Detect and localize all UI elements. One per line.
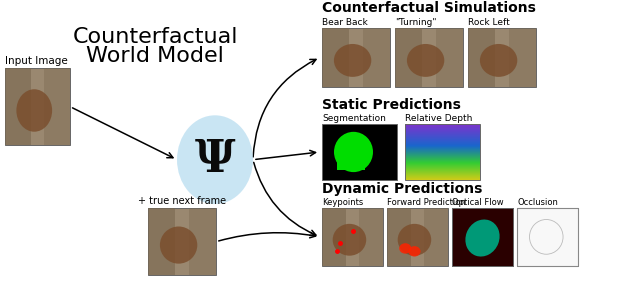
- Bar: [395, 28, 463, 87]
- Text: "Turning": "Turning": [395, 18, 436, 26]
- Bar: [436, 28, 463, 87]
- Text: + true next frame: + true next frame: [138, 196, 226, 206]
- Bar: [452, 208, 513, 266]
- Bar: [189, 208, 216, 275]
- Text: Dynamic Predictions: Dynamic Predictions: [322, 182, 483, 196]
- Bar: [322, 208, 346, 266]
- Text: Segmentation: Segmentation: [322, 114, 386, 123]
- Ellipse shape: [334, 44, 371, 77]
- Bar: [358, 208, 383, 266]
- Text: Keypoints: Keypoints: [322, 198, 364, 207]
- Bar: [424, 208, 448, 266]
- Bar: [405, 124, 480, 180]
- Text: Relative Depth: Relative Depth: [405, 114, 472, 123]
- Ellipse shape: [334, 132, 373, 172]
- Bar: [322, 208, 383, 266]
- Bar: [44, 68, 70, 145]
- Text: Input Image: Input Image: [5, 56, 68, 66]
- Text: Counterfactual: Counterfactual: [72, 27, 237, 47]
- Bar: [509, 28, 536, 87]
- Ellipse shape: [408, 246, 420, 257]
- Bar: [517, 208, 578, 266]
- Text: Ψ: Ψ: [195, 138, 236, 181]
- Bar: [353, 159, 365, 170]
- Bar: [322, 28, 349, 87]
- Ellipse shape: [177, 115, 253, 204]
- Ellipse shape: [465, 219, 500, 257]
- Bar: [337, 159, 348, 170]
- Text: Counterfactual Simulations: Counterfactual Simulations: [322, 1, 536, 15]
- Ellipse shape: [407, 44, 444, 77]
- Ellipse shape: [399, 243, 412, 254]
- Text: Forward Prediction: Forward Prediction: [387, 198, 466, 207]
- Text: Static Predictions: Static Predictions: [322, 98, 461, 112]
- Ellipse shape: [480, 44, 517, 77]
- Text: Bear Back: Bear Back: [322, 18, 368, 26]
- Bar: [5, 68, 70, 145]
- Ellipse shape: [160, 226, 197, 264]
- Bar: [517, 208, 578, 266]
- Ellipse shape: [397, 224, 431, 256]
- Bar: [452, 208, 513, 266]
- Bar: [395, 28, 422, 87]
- Text: Rock Left: Rock Left: [468, 18, 509, 26]
- Bar: [5, 68, 31, 145]
- Bar: [363, 28, 390, 87]
- Bar: [322, 28, 390, 87]
- Bar: [148, 208, 216, 275]
- Text: Occlusion: Occlusion: [517, 198, 558, 207]
- Bar: [468, 28, 536, 87]
- Bar: [148, 208, 175, 275]
- Text: Optical Flow: Optical Flow: [452, 198, 504, 207]
- Ellipse shape: [17, 89, 52, 132]
- Bar: [468, 28, 495, 87]
- Bar: [387, 208, 412, 266]
- Text: World Model: World Model: [86, 46, 224, 66]
- Ellipse shape: [333, 224, 366, 256]
- Bar: [387, 208, 448, 266]
- Bar: [322, 124, 397, 180]
